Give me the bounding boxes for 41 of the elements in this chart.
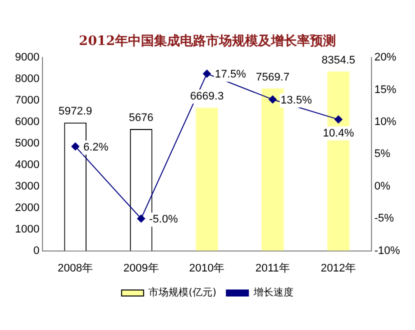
data-label: -5.0% (149, 214, 178, 226)
y2-tick-label: 15% (374, 84, 397, 96)
legend-label: 市场规模(亿元) (148, 286, 216, 299)
chart-title: 2012年中国集成电路市场规模及增长率预测 (78, 33, 336, 50)
x-tick-label: 2012年 (320, 262, 356, 274)
y2-tick-label: -10% (374, 244, 400, 257)
bar (196, 108, 218, 251)
x-tick-label: 2009年 (123, 262, 159, 274)
y-tick-label: 3000 (14, 180, 40, 192)
x-tick-label: 2010年 (189, 262, 225, 274)
legend-label: 增长速度 (252, 286, 294, 299)
data-label: 7569.7 (256, 71, 290, 84)
y-tick-label: 5000 (14, 138, 40, 150)
point (268, 95, 277, 104)
y-tick-label: 1000 (14, 223, 40, 236)
data-label: 6669.3 (190, 90, 224, 103)
point (334, 115, 342, 124)
data-label: 17.5% (214, 68, 246, 81)
y2-tick-label: 0% (374, 180, 390, 192)
data-label: 8354.5 (322, 54, 356, 66)
point (202, 70, 211, 78)
y2-tick-label: -5% (374, 212, 394, 225)
y-tick-label: 7000 (14, 94, 40, 107)
data-label: 13.5% (280, 94, 312, 106)
y2-tick-label: 20% (374, 52, 397, 64)
x-tick-label: 2011年 (255, 262, 290, 274)
y2-tick-label: 10% (374, 116, 397, 128)
y-tick-label: 0 (33, 244, 40, 257)
y-tick-label: 2000 (14, 202, 40, 214)
y-tick-label: 9000 (14, 52, 40, 64)
data-label: 5676 (128, 112, 154, 124)
y-tick-label: 8000 (14, 73, 40, 86)
y-tick-label: 6000 (14, 116, 40, 128)
y-tick-label: 4000 (14, 158, 40, 171)
x-tick-label: 2008年 (58, 262, 94, 274)
point (137, 214, 146, 223)
y2-tick-label: 5% (374, 148, 390, 160)
data-label: 5972.9 (58, 106, 92, 118)
data-label: 6.2% (83, 142, 109, 154)
data-label: 10.4% (322, 127, 354, 140)
point (71, 142, 80, 150)
